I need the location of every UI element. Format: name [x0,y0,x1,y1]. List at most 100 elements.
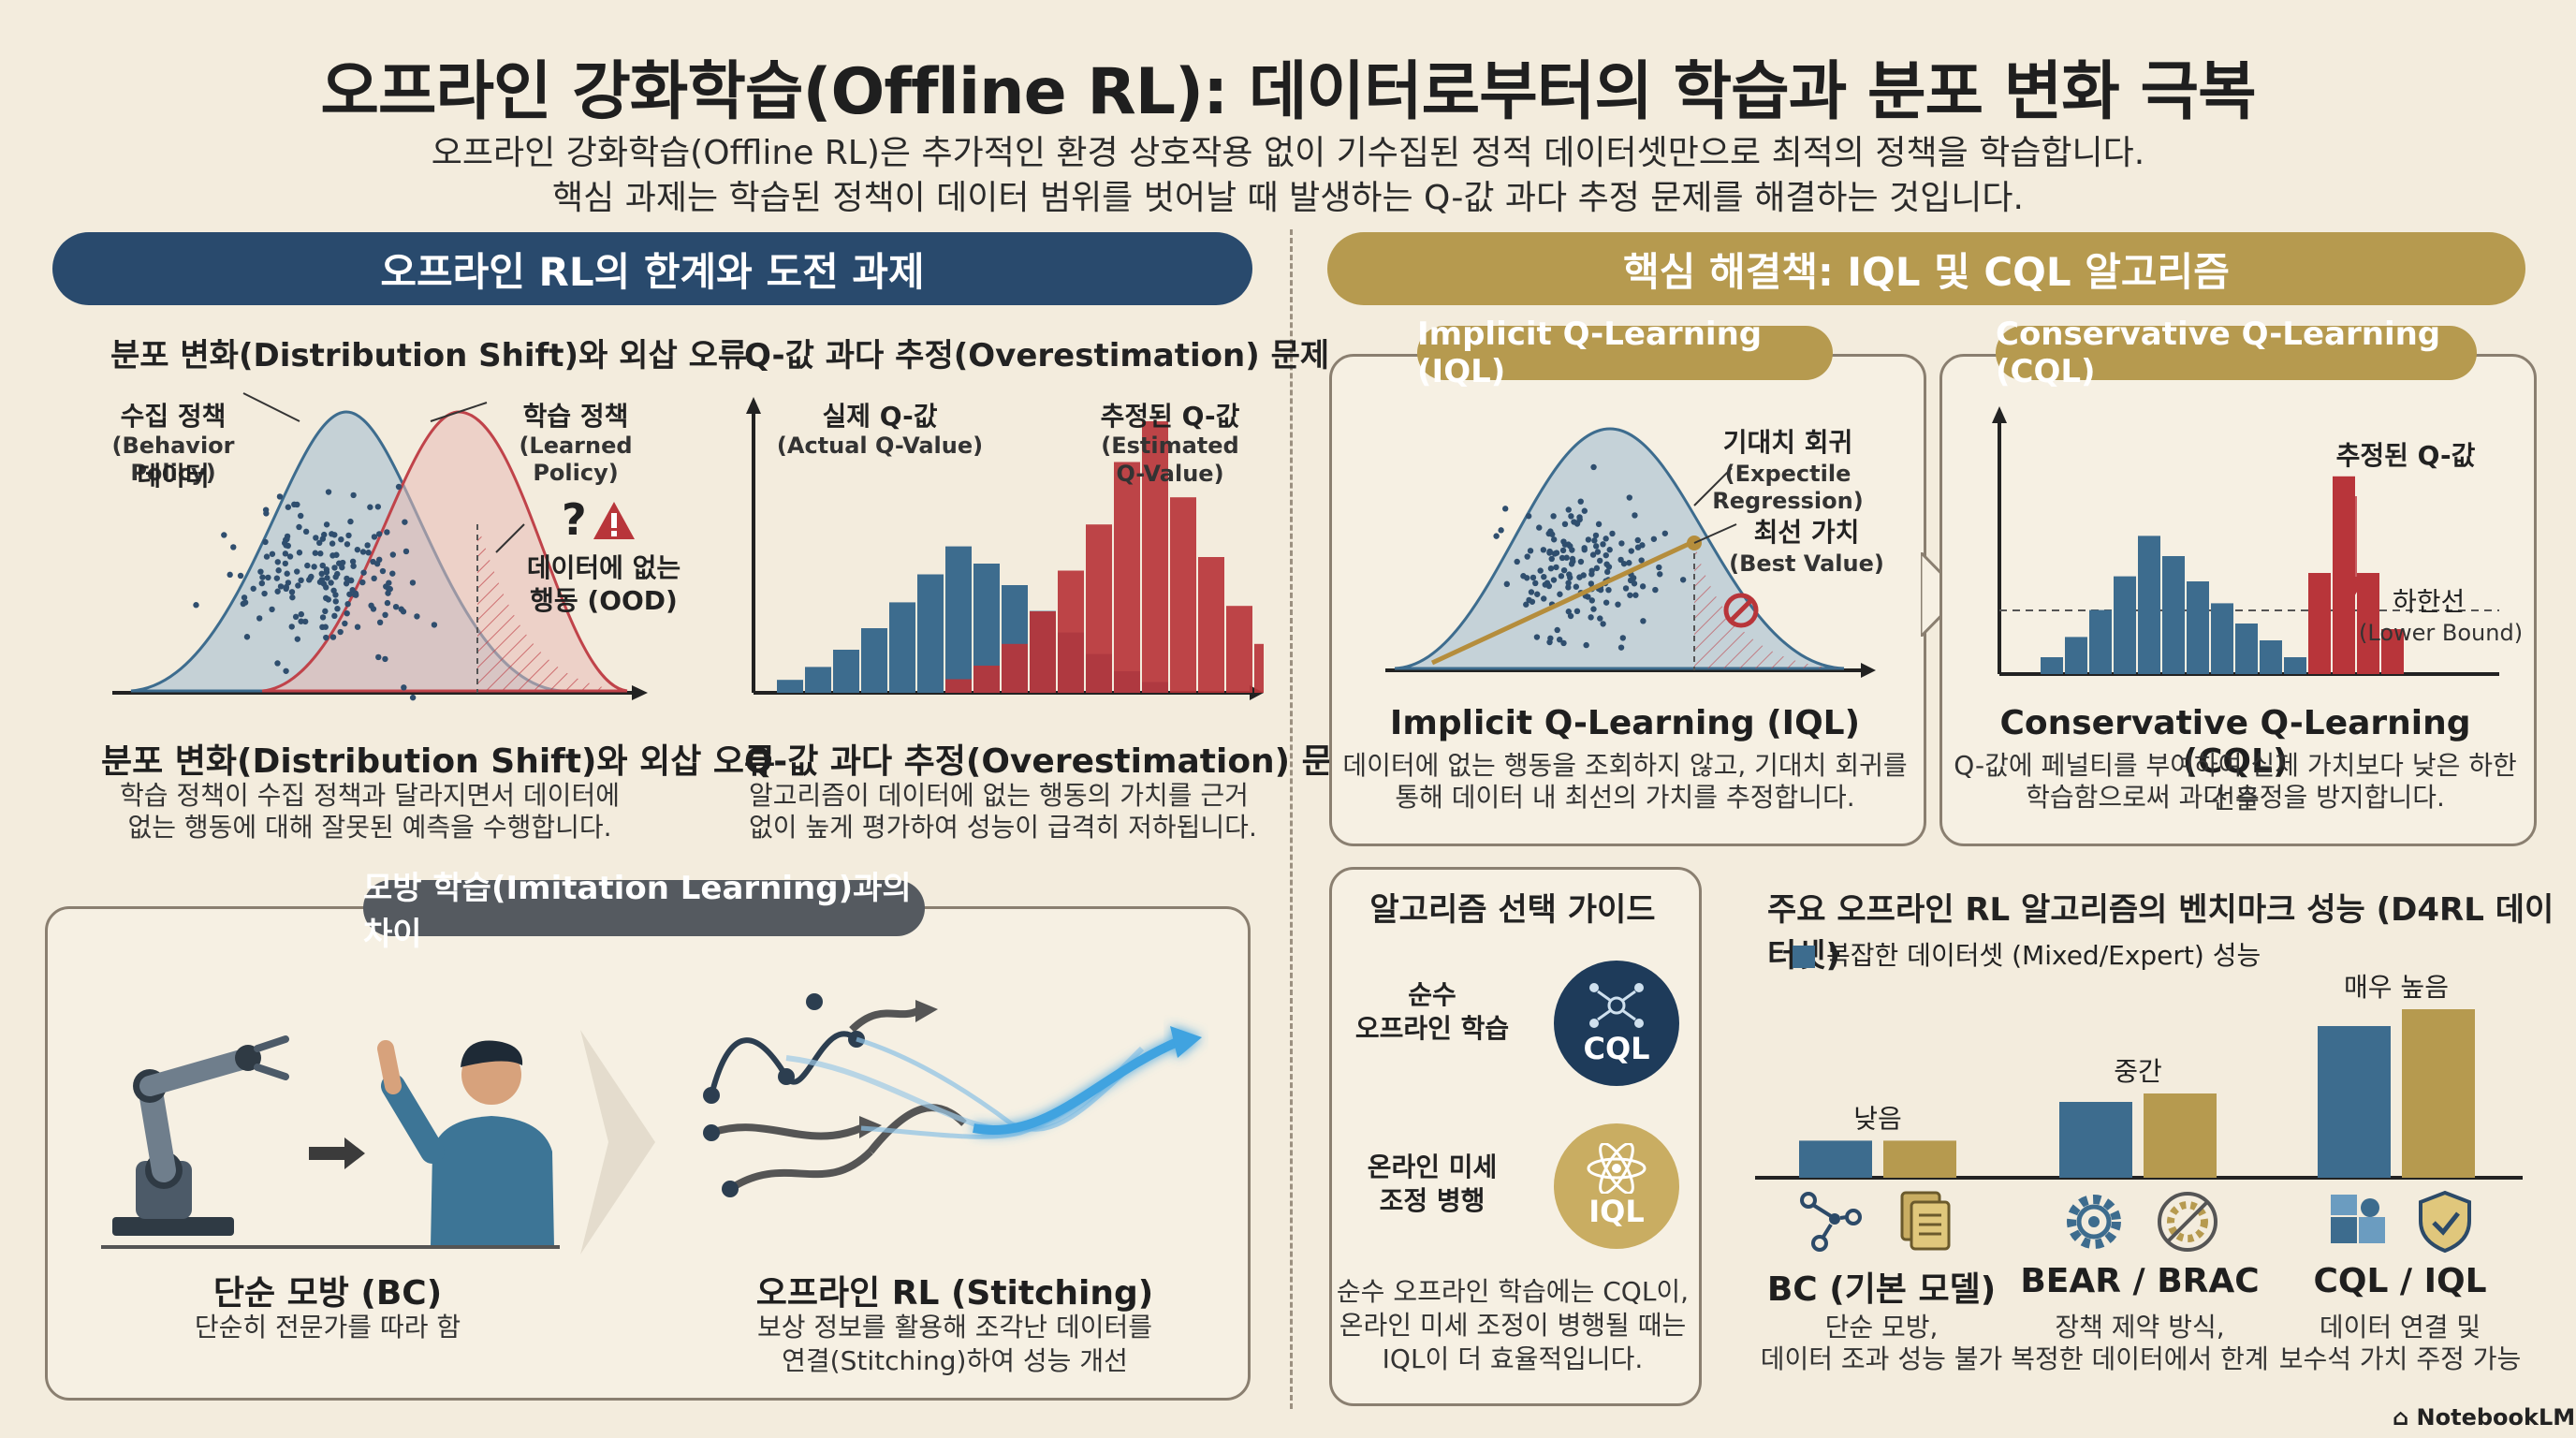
estimated-q-bar [1198,557,1224,693]
scatter-dot [1626,560,1632,566]
trajectory-3 [710,1123,863,1140]
benchmark-heading: 주요 오프라인 RL 알고리즘의 벤치마크 성능 (D4RL 데이터셋) [1767,891,2554,975]
bc-group-name: BC (기본 모델) [1766,1270,1997,1309]
expectile-label-en: (Expectile Regression) [1712,461,1864,514]
scatter-dot [307,574,315,581]
scatter-dot [285,504,292,510]
scatter-dot [288,589,296,595]
scatter-dot [1661,530,1669,536]
scatter-dot [319,614,327,621]
pure-offline-label-1: 순수 [1408,979,1456,1010]
scatter-dot [350,563,357,569]
scatter-dot [1619,635,1627,641]
benchmark-bar-gold [2402,1009,2475,1178]
scatter-dot [275,567,282,574]
cql-data-bar [2260,640,2282,674]
overestimation-histogram [746,397,1264,700]
scatter-dot [1640,618,1647,624]
scatter-dot [1594,549,1602,555]
actual-q-bar [889,602,915,693]
actual-q-bar [861,628,887,693]
estimated-q-bar [1114,462,1140,693]
data-scatter [193,483,438,701]
scatter-dot [1527,548,1534,554]
scatter-dot [1581,547,1588,553]
scatter-dot [1524,553,1530,560]
scatter-dot [1656,564,1662,571]
scatter-dot [273,575,281,581]
scatter-dot [277,583,285,590]
learned-policy-label: 학습 정책 [522,401,629,432]
guide-desc-1: 순수 오프라인 학습에는 CQL이, [1336,1276,1690,1307]
scatter-dot [1628,548,1634,554]
scatter-dot [1573,520,1581,526]
scatter-dot [1597,615,1603,622]
scatter-dot [1565,506,1572,513]
scatter-dot [1657,571,1663,578]
cql-pill: Conservative Q-Learning (CQL) [1996,315,2477,390]
scatter-dot [1652,586,1659,594]
scatter-dot [1559,554,1566,562]
scatter-dot [243,634,251,640]
scatter-dot [1536,524,1543,531]
cql-histogram [1992,406,2499,676]
scatter-dot [1679,577,1687,583]
scatter-dot [1581,507,1588,514]
cql-data-bar [2041,657,2063,674]
scatter-dot [1557,591,1563,597]
scatter-dot [392,603,400,610]
cql-data-bar [2138,536,2160,674]
best-value-label-en: (Best Value) [1729,550,1884,577]
scatter-dot [1595,521,1603,528]
scatter-dot [274,660,281,667]
overestimation-caption-title: Q-값 과다 추정(Overestimation) 문제 [744,742,1364,781]
cql-data-bar [2065,637,2087,674]
scatter-dot [237,572,244,580]
scatter-dot [1617,644,1625,651]
imitation-pill: 모방 학습(Imitation Learning)과의 차이 [363,870,925,953]
benchmark-bar-chart: 낮음 중간 매우 높음 [1755,972,2523,1180]
overestimation-caption-2: 없이 높게 평가하여 성능이 급격히 저하됩니다. [749,812,1257,843]
scatter-dot [1585,536,1592,543]
ood-label: 데이터에 없는 [526,552,681,583]
scatter-dot [221,532,227,538]
scatter-dot [1577,498,1584,505]
scatter-dot [296,550,303,556]
scatter-dot [242,599,249,606]
scatter-dot [284,533,291,540]
stitched-arrow-icon [1170,1026,1202,1058]
overestimation-caption-1: 알고리즘이 데이터에 없는 행동의 가치를 근거 [749,780,1249,811]
scatter-dot [193,602,199,609]
scatter-dot [1561,521,1569,528]
scatter-dot [1600,541,1606,548]
scatter-dot [316,579,324,585]
estimated-q-bar [1030,611,1056,693]
scatter-dot [263,510,270,517]
scatter-dot [257,568,264,575]
scatter-dot [374,504,382,510]
scatter-dot [313,535,319,541]
actual-q-label: 실제 Q-값 [822,401,938,432]
estimated-q-bar [1002,643,1028,693]
data-distribution-curve [1394,427,1845,670]
legend-label: 복잡한 데이터셋 (Mixed/Expert) 성능 [1826,940,2261,971]
scatter-dot [1597,586,1604,594]
scatter-dot [1591,537,1598,544]
question-mark: ? [562,494,587,545]
scatter-dot [319,624,326,631]
scatter-dot [1603,551,1609,559]
distribution-shift-caption-2: 없는 행동에 대해 잘못된 예측을 수행합니다. [127,812,612,843]
scatter-dot [298,577,304,584]
scatter-dot [1565,584,1572,591]
lower-bound-label: 하한선 [2393,586,2466,617]
stitching-desc-1: 보상 정보를 활용해 조각난 데이터를 [756,1312,1152,1343]
scatter-dot [367,504,373,510]
scatter-dot [328,580,334,586]
benchmark-level-label: 낮음 [1853,1103,1902,1134]
scatter-dot [1530,574,1537,581]
benchmark-legend: 복잡한 데이터셋 (Mixed/Expert) 성능 [1793,940,2261,972]
scatter-dot [1569,547,1575,553]
scatter-dot [1546,550,1553,556]
actual-q-label-en: (Actual Q-Value) [776,433,984,459]
scatter-dot [1540,547,1547,553]
